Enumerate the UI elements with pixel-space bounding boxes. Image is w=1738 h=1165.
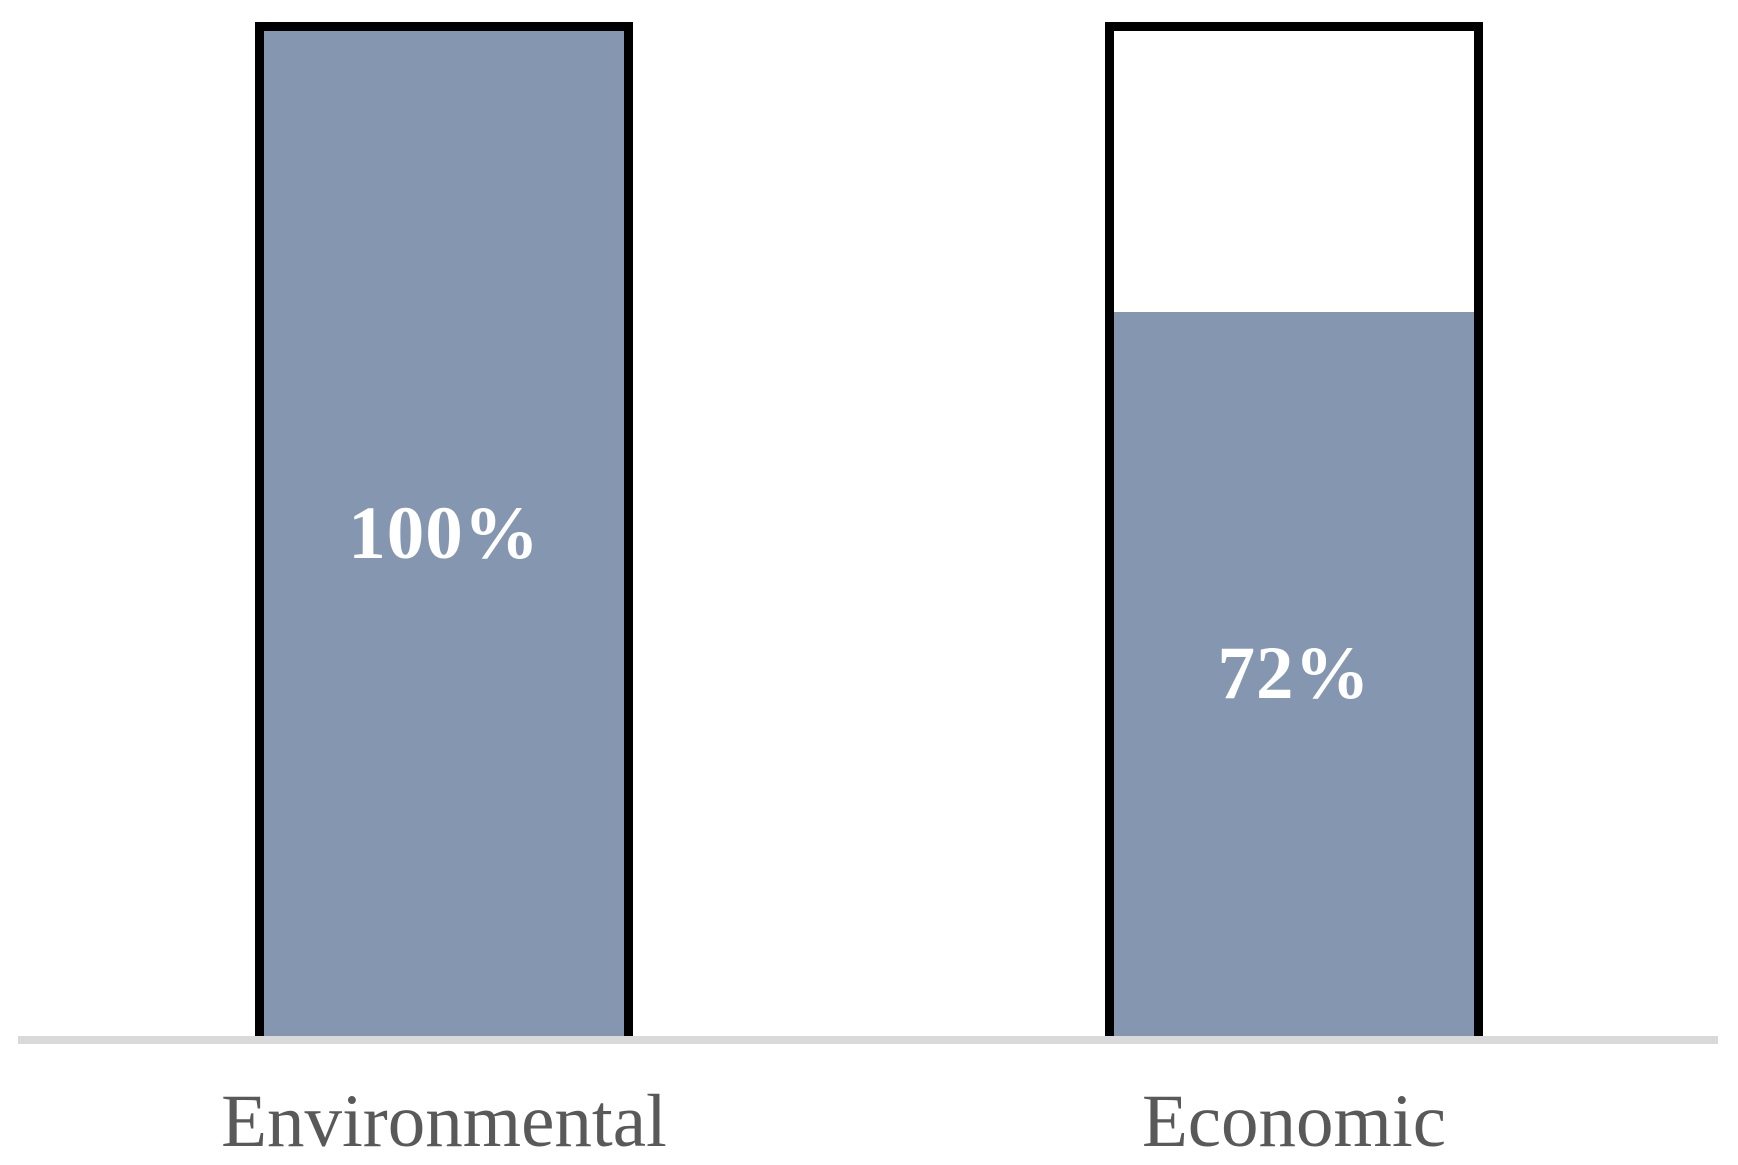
bar-economic-fill: 72% xyxy=(1114,312,1474,1036)
category-label-economic: Economic xyxy=(1141,1080,1447,1163)
category-label-environmental: Environmental xyxy=(221,1080,667,1163)
value-label-economic: 72% xyxy=(1217,632,1371,716)
bar-environmental-fill: 100% xyxy=(264,31,624,1036)
x-axis-line xyxy=(18,1036,1718,1044)
value-label-environmental: 100% xyxy=(348,491,540,575)
bar-environmental: 100% xyxy=(255,22,633,1036)
bar-economic: 72% xyxy=(1105,22,1483,1036)
